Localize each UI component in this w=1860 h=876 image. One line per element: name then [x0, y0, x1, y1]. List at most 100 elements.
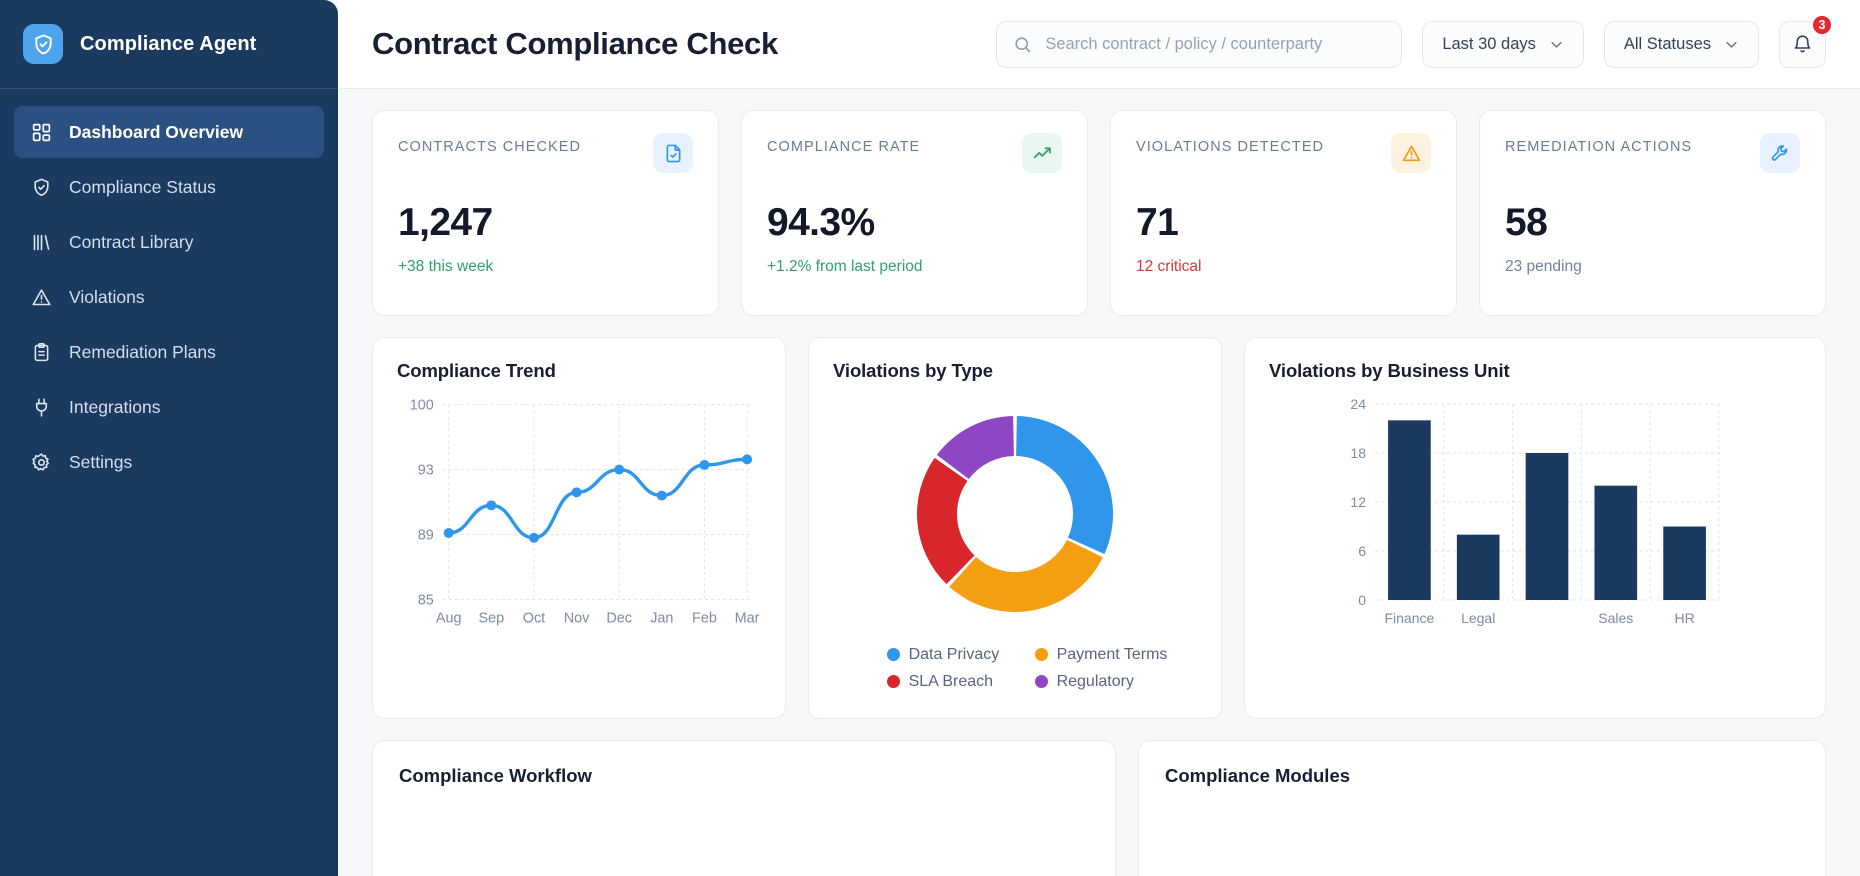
- search-box[interactable]: [996, 20, 1403, 68]
- sidebar-item-label: Integrations: [69, 396, 161, 417]
- sidebar-item-violations[interactable]: Violations: [14, 271, 324, 323]
- violations-by-business-unit-card: Violations by Business Unit 0 6 12 18 24 Fina…: [1244, 337, 1826, 719]
- svg-text:89: 89: [418, 528, 434, 544]
- sidebar-item-dashboard-overview[interactable]: Dashboard Overview: [14, 106, 324, 158]
- sidebar-item-label: Settings: [69, 451, 133, 472]
- svg-text:12: 12: [1350, 494, 1366, 510]
- legend-item: Payment Terms: [1034, 645, 1168, 664]
- trend-up-icon: [1022, 133, 1062, 173]
- grid-dashboard-icon: [30, 121, 52, 143]
- brand-name: Compliance Agent: [80, 32, 257, 55]
- svg-text:Nov: Nov: [564, 610, 590, 626]
- sidebar: Compliance Agent Dashboard Overview: [0, 0, 338, 876]
- date-range-filter[interactable]: Last 30 days: [1422, 20, 1584, 68]
- bell-icon: [1792, 34, 1813, 55]
- legend-label: Payment Terms: [1056, 645, 1168, 663]
- warning-triangle-icon: [1391, 133, 1431, 173]
- legend-item: Regulatory: [1034, 672, 1168, 691]
- kpi-label: Remediation Actions: [1505, 139, 1693, 155]
- kpi-delta: 23 pending: [1505, 258, 1582, 275]
- svg-text:Mar: Mar: [735, 610, 760, 626]
- sidebar-item-label: Violations: [69, 286, 145, 307]
- sidebar-item-label: Compliance Status: [69, 176, 216, 197]
- kpi-card-remediation-actions: Remediation Actions 58 23 pending: [1479, 110, 1826, 316]
- brand: Compliance Agent: [0, 0, 338, 89]
- svg-text:Sales: Sales: [1598, 610, 1633, 626]
- sidebar-item-integrations[interactable]: Integrations: [14, 381, 324, 433]
- sidebar-item-settings[interactable]: Settings: [14, 436, 324, 488]
- plug-icon: [30, 396, 52, 418]
- sidebar-item-contract-library[interactable]: Contract Library: [14, 216, 324, 268]
- kpi-head: Compliance Rate: [767, 133, 1062, 173]
- search-input[interactable]: [1045, 21, 1386, 67]
- kpi-label: Violations Detected: [1136, 139, 1325, 155]
- svg-text:Finance: Finance: [1384, 610, 1434, 626]
- svg-text:Legal: Legal: [1461, 610, 1495, 626]
- svg-text:6: 6: [1358, 543, 1366, 559]
- compliance-trend-chart: 85 89 93 100 Aug Sep Oct Nov Dec Jan Feb Mar: [410, 398, 760, 627]
- kpi-card-compliance-rate: Compliance Rate 94.3% +1.2% from last pe…: [741, 110, 1088, 316]
- legend-color-dot: [1034, 648, 1048, 661]
- violations-by-business-unit-chart: 0 6 12 18 24 Finance Legal Sales HR: [1350, 396, 1720, 626]
- warning-triangle-icon: [30, 286, 52, 308]
- svg-text:0: 0: [1358, 592, 1366, 608]
- document-check-icon: [653, 133, 693, 173]
- donut-legend: Data Privacy Payment Terms SLA Breach Regul…: [863, 645, 1168, 691]
- books-library-icon: [30, 231, 52, 253]
- topbar: Contract Compliance Check Last 30 days A…: [338, 0, 1860, 89]
- kpi-delta: +38 this week: [398, 258, 494, 275]
- svg-text:Sep: Sep: [479, 610, 505, 626]
- date-range-label: Last 30 days: [1442, 34, 1536, 53]
- chart-title: Compliance Trend: [397, 360, 556, 381]
- legend-color-dot: [1034, 675, 1048, 688]
- legend-label: Regulatory: [1056, 672, 1134, 690]
- status-filter-label: All Statuses: [1623, 34, 1711, 53]
- chart-body: Data Privacy Payment Terms SLA Breach Regul…: [833, 382, 1197, 696]
- chevron-down-icon: [1724, 37, 1739, 52]
- sidebar-nav: Dashboard Overview Compliance Status: [0, 89, 338, 488]
- chart-row: Compliance Trend 85 89 93 100 Aug Sep Oct Nov De…: [372, 337, 1826, 719]
- shield-check-icon: [23, 24, 63, 64]
- sidebar-item-label: Contract Library: [69, 231, 194, 252]
- search-icon: [1013, 35, 1032, 54]
- chart-body: 0 6 12 18 24 Finance Legal Sales HR: [1269, 382, 1801, 696]
- kpi-head: Remediation Actions: [1505, 133, 1800, 173]
- svg-text:HR: HR: [1674, 610, 1694, 626]
- dashboard-content: Contracts Checked 1,247 +38 this week: [338, 89, 1860, 876]
- violations-by-type-card: Violations by Type Data Privacy Payment T…: [808, 337, 1222, 719]
- chart-title: Violations by Type: [833, 360, 993, 381]
- kpi-head: Contracts Checked: [398, 133, 693, 173]
- violations-by-type-chart: [917, 415, 1113, 612]
- svg-text:100: 100: [410, 398, 434, 414]
- kpi-row: Contracts Checked 1,247 +38 this week: [372, 110, 1826, 316]
- kpi-delta: 12 critical: [1136, 258, 1202, 275]
- sidebar-item-compliance-status[interactable]: Compliance Status: [14, 161, 324, 213]
- svg-text:Jan: Jan: [650, 610, 673, 626]
- page-title: Contract Compliance Check: [372, 26, 778, 61]
- kpi-label: Compliance Rate: [767, 139, 921, 155]
- sidebar-item-remediation-plans[interactable]: Remediation Plans: [14, 326, 324, 378]
- status-filter[interactable]: All Statuses: [1603, 20, 1759, 68]
- legend-item: Data Privacy: [886, 646, 1019, 664]
- compliance-workflow-card: Compliance Workflow: [372, 740, 1116, 876]
- chevron-down-icon: [1549, 37, 1564, 52]
- kpi-value: 71: [1136, 201, 1179, 244]
- kpi-card-contracts-checked: Contracts Checked 1,247 +38 this week: [372, 110, 719, 316]
- svg-text:Aug: Aug: [436, 610, 462, 626]
- legend-color-dot: [886, 648, 900, 661]
- sidebar-item-label: Remediation Plans: [69, 341, 216, 362]
- bottom-row: Compliance Workflow Compliance Modules: [372, 740, 1826, 876]
- notifications-button[interactable]: 3: [1779, 13, 1833, 68]
- chart-title: Violations by Business Unit: [1269, 360, 1510, 381]
- compliance-modules-card: Compliance Modules: [1138, 740, 1826, 876]
- kpi-head: Violations Detected: [1136, 133, 1431, 173]
- svg-text:18: 18: [1350, 445, 1366, 461]
- kpi-label: Contracts Checked: [398, 139, 581, 155]
- svg-text:Feb: Feb: [692, 610, 717, 626]
- main-area: Contract Compliance Check Last 30 days A…: [338, 0, 1860, 876]
- legend-item: SLA Breach: [886, 673, 1019, 691]
- clipboard-list-icon: [30, 341, 52, 363]
- kpi-card-violations-detected: Violations Detected 71 12 critical: [1110, 110, 1457, 316]
- legend-color-dot: [886, 675, 900, 688]
